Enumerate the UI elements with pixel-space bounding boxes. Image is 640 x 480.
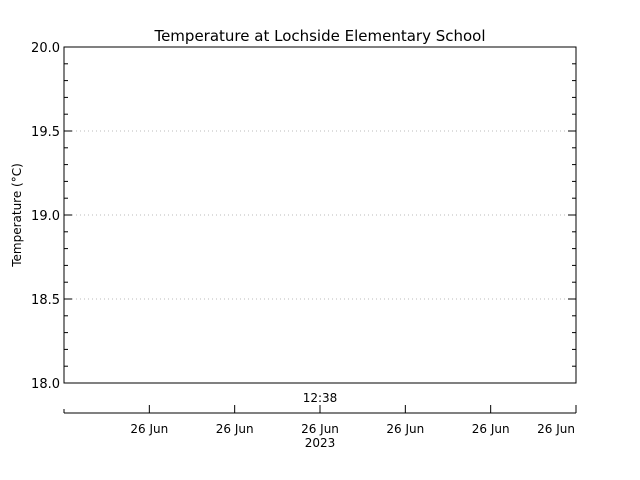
x-axis-ticks xyxy=(63,405,577,413)
grid-lines xyxy=(64,130,576,300)
x-tick-label: 26 Jun xyxy=(537,422,575,436)
y-tick-label: 19.0 xyxy=(31,209,60,224)
y-tick-label: 20.0 xyxy=(31,41,60,56)
y-axis-tick-labels: 18.0 18.5 19.0 19.5 20.0 xyxy=(31,41,60,392)
chart-title: Temperature at Lochside Elementary Schoo… xyxy=(153,27,485,45)
y-tick-label: 19.5 xyxy=(31,125,60,140)
y-tick-label: 18.0 xyxy=(31,377,60,392)
y-axis-ticks xyxy=(64,46,576,384)
y-axis-label: Temperature (°C) xyxy=(10,163,24,268)
plot-annotation: 12:38 xyxy=(303,391,338,405)
x-tick-label: 26 Jun xyxy=(386,422,424,436)
x-tick-label: 26 Jun xyxy=(301,422,339,436)
x-axis-year-label: 2023 xyxy=(305,436,336,450)
x-tick-label: 26 Jun xyxy=(216,422,254,436)
y-tick-label: 18.5 xyxy=(31,293,60,308)
x-axis-tick-labels: 26 Jun 26 Jun 26 Jun 26 Jun 26 Jun 26 Jun xyxy=(130,422,575,436)
x-tick-label: 26 Jun xyxy=(130,422,168,436)
x-tick-label: 26 Jun xyxy=(472,422,510,436)
